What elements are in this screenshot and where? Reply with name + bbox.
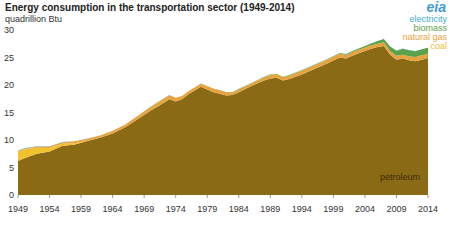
area (18, 39, 428, 151)
x-tick (301, 195, 302, 198)
y-tick-label: 15 (4, 108, 14, 118)
x-tick (333, 195, 334, 198)
x-tick-label: 2014 (418, 204, 438, 214)
y-tick-label: 10 (4, 135, 14, 145)
legend: electricitybiomassnatural gascoalpetrole… (380, 14, 448, 182)
y-tick-label: 0 (9, 190, 14, 200)
x-tick (49, 195, 50, 198)
title: Energy consumption in the transportation… (5, 2, 295, 13)
x-tick (175, 195, 176, 198)
y-tick-label: 5 (9, 163, 14, 173)
x-tick-label: 1969 (134, 204, 154, 214)
x-tick-label: 1994 (292, 204, 312, 214)
x-tick-label: 1974 (166, 204, 186, 214)
x-tick-label: 2004 (355, 204, 375, 214)
x-tick (238, 195, 239, 198)
x-tick-label: 1999 (323, 204, 343, 214)
areas (18, 39, 428, 195)
y-tick-label: 25 (4, 53, 14, 63)
area (18, 46, 428, 161)
x-tick (207, 195, 208, 198)
y-tick-label: 30 (4, 25, 14, 35)
x-tick (428, 195, 429, 198)
area (18, 42, 428, 151)
logo: eia (427, 0, 447, 15)
chart: Energy consumption in the transportation… (0, 0, 450, 225)
y-tick-label: 20 (4, 80, 14, 90)
x-tick-label: 1984 (229, 204, 249, 214)
x-tick-label: 1954 (40, 204, 60, 214)
x-tick (144, 195, 145, 198)
x-tick (81, 195, 82, 198)
x-tick (396, 195, 397, 198)
x-tick-label: 1979 (197, 204, 217, 214)
x-tick-label: 1959 (71, 204, 91, 214)
legend-label: petroleum (380, 172, 420, 182)
x-tick (364, 195, 365, 198)
x-tick (270, 195, 271, 198)
legend-label: coal (430, 41, 447, 51)
x-tick-label: 2009 (386, 204, 406, 214)
x-tick (112, 195, 113, 198)
x-tick-label: 1949 (8, 204, 28, 214)
x-tick (18, 195, 19, 198)
area (18, 46, 428, 195)
x-tick-label: 1989 (260, 204, 280, 214)
area (18, 39, 428, 151)
y-axis-label: quadrillion Btu (5, 14, 62, 24)
x-tick-label: 1964 (103, 204, 123, 214)
